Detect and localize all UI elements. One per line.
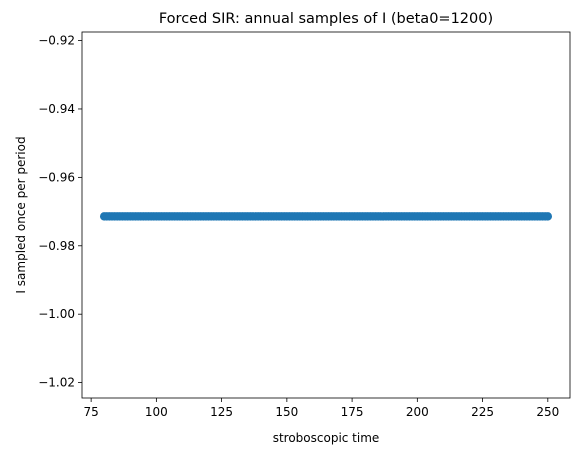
y-tick-label: −0.96 — [38, 170, 75, 184]
x-tick-label: 200 — [406, 405, 429, 419]
y-tick-label: −0.98 — [38, 239, 75, 253]
y-axis: −1.02 −1.00 −0.98 −0.96 −0.94 −0.92 — [38, 34, 82, 390]
plot-frame — [81, 31, 571, 399]
x-tick-label: 75 — [83, 405, 98, 419]
x-tick-label: 150 — [275, 405, 298, 419]
chart-title: Forced SIR: annual samples of I (beta0=1… — [159, 11, 493, 27]
x-tick-label: 125 — [210, 405, 233, 419]
x-tick-label: 225 — [471, 405, 494, 419]
data-points — [99, 212, 553, 221]
y-tick-label: −0.92 — [38, 34, 75, 48]
y-tick-label: −0.94 — [38, 102, 75, 116]
x-tick-label: 250 — [536, 405, 559, 419]
x-axis: 75 100 125 150 175 200 225 250 — [83, 398, 559, 419]
x-tick-label: 175 — [341, 405, 364, 419]
y-tick-label: −1.00 — [38, 307, 75, 321]
x-axis-label: stroboscopic time — [273, 431, 380, 445]
x-tick-label: 100 — [145, 405, 168, 419]
data-point — [543, 212, 553, 221]
y-axis-label: I sampled once per period — [14, 136, 28, 293]
y-tick-label: −1.02 — [38, 376, 75, 390]
